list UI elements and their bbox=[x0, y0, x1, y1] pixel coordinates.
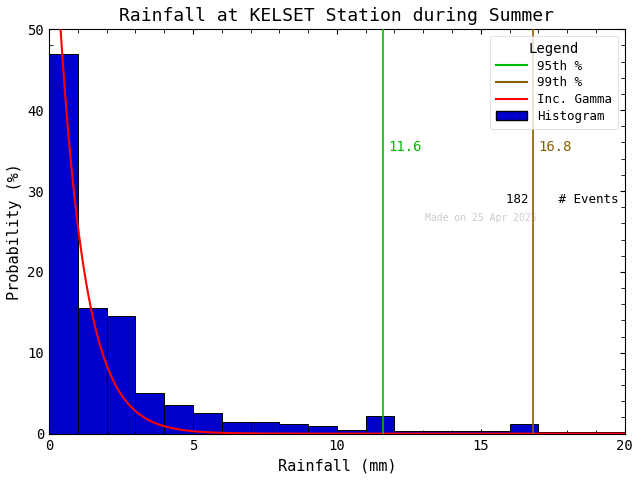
Bar bbox=[567, 432, 596, 433]
Bar bbox=[107, 316, 136, 433]
Bar bbox=[136, 393, 164, 433]
Text: 182    # Events: 182 # Events bbox=[506, 193, 619, 206]
Y-axis label: Probability (%): Probability (%) bbox=[7, 163, 22, 300]
Text: 11.6: 11.6 bbox=[388, 140, 422, 154]
Bar bbox=[251, 421, 279, 433]
Text: 16.8: 16.8 bbox=[538, 140, 572, 154]
Bar bbox=[193, 413, 222, 433]
Bar bbox=[164, 405, 193, 433]
Bar bbox=[337, 430, 365, 433]
Bar bbox=[538, 432, 567, 433]
Bar bbox=[596, 432, 625, 433]
Bar bbox=[509, 424, 538, 433]
Bar bbox=[423, 431, 452, 433]
Bar bbox=[222, 421, 251, 433]
Title: Rainfall at KELSET Station during Summer: Rainfall at KELSET Station during Summer bbox=[120, 7, 554, 25]
Bar bbox=[49, 54, 78, 433]
Bar bbox=[481, 431, 509, 433]
Text: Made on 25 Apr 2025: Made on 25 Apr 2025 bbox=[425, 213, 536, 223]
X-axis label: Rainfall (mm): Rainfall (mm) bbox=[278, 458, 396, 473]
Legend: 95th %, 99th %, Inc. Gamma, Histogram: 95th %, 99th %, Inc. Gamma, Histogram bbox=[490, 36, 618, 129]
Bar bbox=[308, 426, 337, 433]
Bar bbox=[365, 416, 394, 433]
Bar bbox=[452, 431, 481, 433]
Bar bbox=[78, 308, 107, 433]
Bar bbox=[279, 424, 308, 433]
Bar bbox=[394, 431, 423, 433]
